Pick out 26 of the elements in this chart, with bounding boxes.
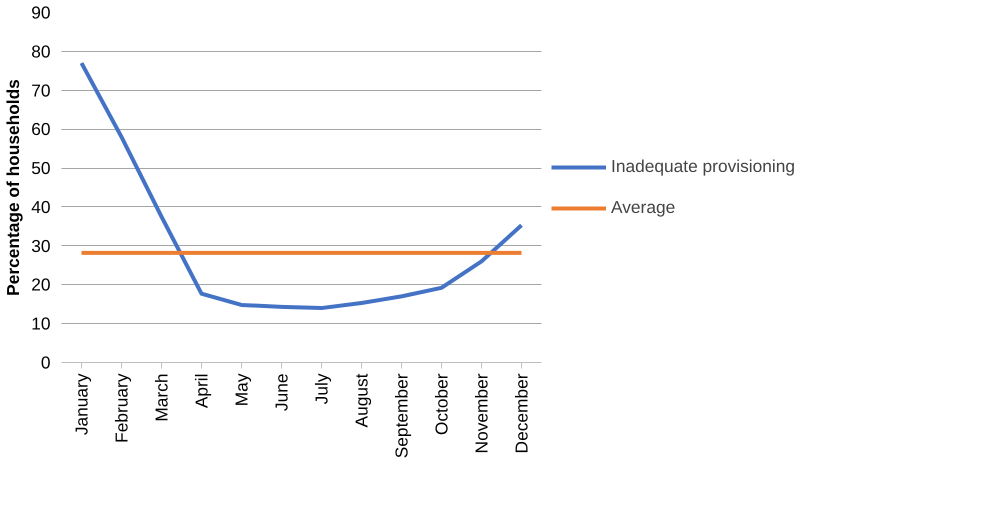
y-tick-label: 10	[31, 314, 51, 334]
x-tick-label: March	[152, 373, 172, 422]
x-tick-label: May	[232, 373, 252, 406]
y-axis-title: Percentage of households	[3, 79, 24, 296]
y-tick-label: 80	[31, 41, 51, 62]
x-tick-label: September	[392, 373, 412, 458]
x-tick-label: November	[472, 373, 492, 454]
y-tick-label: 90	[31, 2, 51, 22]
x-tick-label: February	[112, 373, 132, 443]
legend-label: Inadequate provisioning	[611, 156, 796, 177]
x-tick-label: December	[512, 373, 532, 454]
y-tick-label: 40	[31, 196, 51, 217]
x-tick-label: August	[352, 373, 372, 428]
x-tick-label: January	[72, 373, 92, 436]
line-series	[80, 61, 524, 310]
y-tick-label: 0	[40, 352, 51, 372]
y-tick-label: 50	[31, 158, 51, 178]
y-tick-label: 60	[31, 119, 51, 140]
y-tick-label: 20	[31, 274, 51, 295]
legend-label: Average	[611, 197, 676, 218]
x-tick-label: October	[432, 373, 452, 436]
x-tick-label: July	[312, 373, 332, 404]
y-tick-label: 30	[31, 236, 51, 256]
x-tick-label: April	[192, 373, 212, 408]
x-tick-label: June	[272, 373, 292, 412]
y-tick-label: 70	[31, 80, 51, 100]
